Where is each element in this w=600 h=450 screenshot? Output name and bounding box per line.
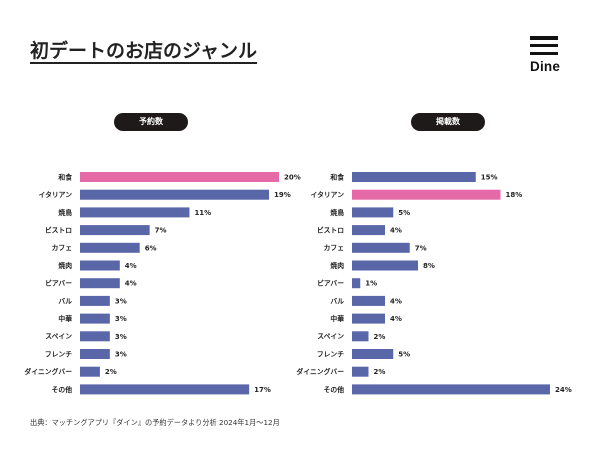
- bar: [352, 172, 476, 182]
- bar-highlight: [352, 189, 501, 200]
- value-label: 3%: [115, 351, 127, 359]
- bar: [80, 242, 140, 253]
- category-label: カフェ: [52, 244, 72, 252]
- bar: [80, 313, 110, 324]
- category-label: ダイニングバー: [24, 367, 72, 376]
- bar: [80, 384, 250, 395]
- category-label: ダイニングバー: [296, 367, 344, 376]
- value-label: 7%: [155, 227, 167, 235]
- bar: [352, 313, 385, 324]
- bar: [352, 207, 394, 218]
- bar: [80, 331, 110, 342]
- value-label: 5%: [398, 209, 410, 217]
- bar: [80, 295, 110, 306]
- bar: [352, 242, 410, 253]
- category-label: 和食: [330, 172, 344, 181]
- value-label: 4%: [125, 262, 137, 270]
- bar: [352, 384, 550, 395]
- value-label: 15%: [481, 174, 498, 182]
- bar: [80, 189, 270, 200]
- category-label: イタリアン: [311, 190, 345, 199]
- category-label: 和食: [58, 172, 72, 181]
- bar: [352, 260, 418, 271]
- value-label: 18%: [506, 191, 523, 199]
- category-label: 中華: [330, 314, 344, 323]
- category-label: 中華: [58, 314, 72, 323]
- bar: [352, 349, 394, 359]
- value-label: 3%: [115, 297, 127, 305]
- bar: [80, 207, 190, 218]
- logo-text: Dine: [530, 59, 561, 75]
- category-label: スペイン: [45, 333, 72, 341]
- value-label: 6%: [145, 244, 157, 252]
- category-label: フレンチ: [45, 350, 72, 358]
- bar: [352, 295, 385, 306]
- dine-logo: Dine: [530, 36, 560, 74]
- category-label: 焼鳥: [330, 208, 344, 217]
- value-label: 1%: [365, 280, 377, 288]
- logo-stripe-icon: [530, 43, 558, 48]
- category-label: 焼肉: [330, 261, 344, 270]
- value-label: 19%: [274, 191, 291, 199]
- value-label: 4%: [390, 297, 402, 305]
- bar: [80, 349, 110, 359]
- category-label: フレンチ: [317, 350, 344, 358]
- value-label: 2%: [374, 333, 386, 341]
- value-label: 4%: [390, 227, 402, 235]
- page-title: 初デートのお店のジャンル: [30, 40, 258, 62]
- value-label: 7%: [415, 244, 427, 252]
- category-label: カフェ: [324, 244, 344, 252]
- category-label: ビアバー: [317, 279, 344, 288]
- bar: [80, 278, 120, 289]
- logo-stripe-icon: [530, 36, 558, 40]
- category-label: 焼鳥: [58, 208, 72, 217]
- category-label: ビストロ: [317, 226, 344, 235]
- category-label: バル: [330, 297, 344, 305]
- bar: [352, 278, 361, 289]
- value-label: 2%: [105, 368, 117, 376]
- value-label: 3%: [115, 315, 127, 323]
- value-label: 3%: [115, 333, 127, 341]
- value-label: 11%: [194, 209, 211, 217]
- chart-title-reservations: 予約数: [114, 113, 188, 131]
- category-label: その他: [52, 385, 73, 394]
- bar: [80, 225, 150, 236]
- value-label: 4%: [390, 315, 402, 323]
- category-label: バル: [58, 297, 72, 305]
- category-label: イタリアン: [39, 190, 73, 199]
- value-label: 20%: [284, 174, 301, 182]
- category-label: その他: [324, 385, 345, 394]
- bar: [80, 260, 120, 271]
- value-label: 2%: [374, 368, 386, 376]
- logo-stripe-icon: [530, 51, 558, 56]
- bar: [352, 366, 369, 377]
- value-label: 24%: [555, 386, 572, 394]
- value-label: 5%: [398, 351, 410, 359]
- category-label: ビアバー: [45, 279, 72, 288]
- category-label: 焼肉: [58, 261, 72, 270]
- value-label: 17%: [254, 386, 271, 394]
- category-label: ビストロ: [45, 226, 72, 235]
- bar: [352, 331, 369, 342]
- bar: [80, 366, 100, 377]
- value-label: 8%: [423, 262, 435, 270]
- source-footnote: 出典：マッチングアプリ『ダイン』の予約データより分析 2024年1月〜12月: [30, 418, 280, 427]
- value-label: 4%: [125, 280, 137, 288]
- category-label: スペイン: [317, 333, 344, 341]
- chart-title-listings: 掲載数: [411, 113, 485, 131]
- bar: [352, 225, 385, 236]
- bar-highlight: [80, 172, 279, 182]
